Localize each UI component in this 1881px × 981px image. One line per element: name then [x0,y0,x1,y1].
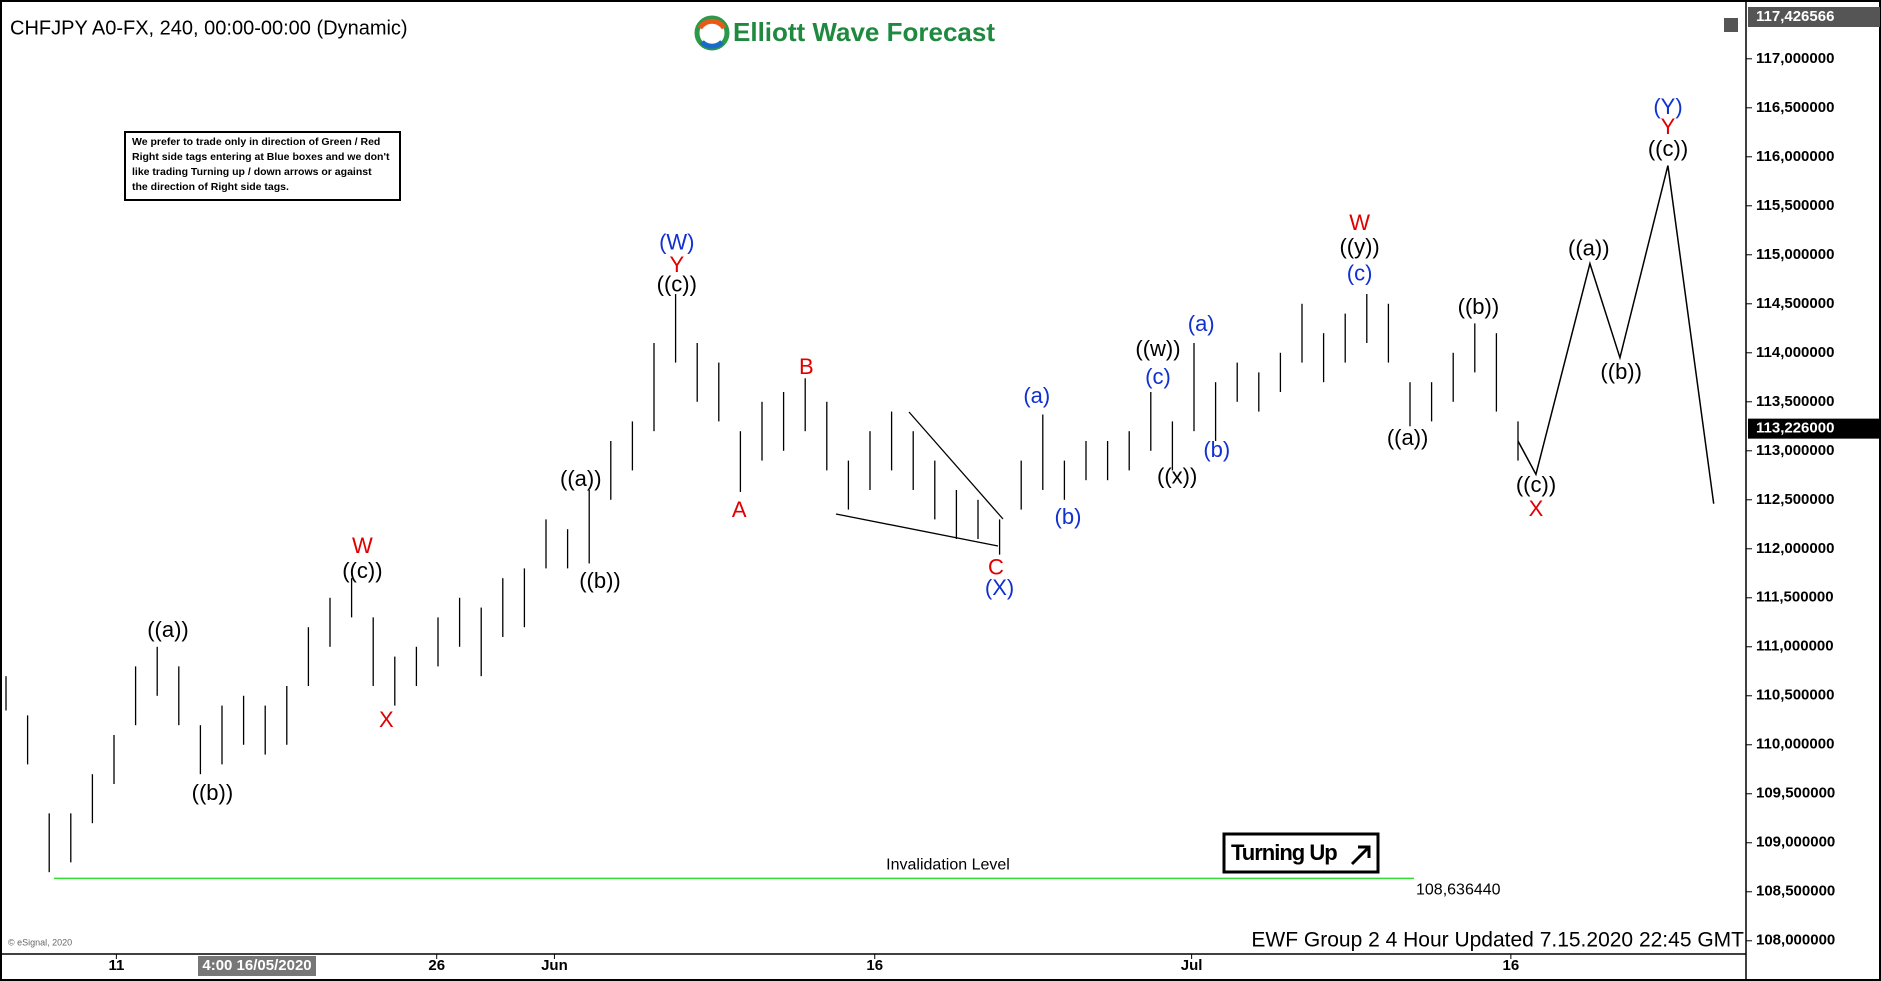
y-tick-label: 117,000000 [1756,50,1834,67]
footer: EWF Group 2 4 Hour Updated 7.15.2020 22:… [1251,929,1744,952]
wave-label: ((b)) [192,780,234,805]
signal-text: Turning Up [1231,840,1337,865]
y-tick-label: 112,000000 [1756,540,1834,557]
wave-label: ((b)) [579,568,621,593]
note-line: the direction of Right side tags. [132,181,289,193]
wave-label: ((c)) [657,271,697,296]
wave-label: (b) [1055,504,1082,529]
copyright: © eSignal, 2020 [8,937,72,947]
x-tick-label: 16 [1503,957,1520,974]
wave-label: X [1529,496,1544,521]
y-tick-label: 111,500000 [1756,589,1834,606]
wave-label: ((a)) [1568,235,1610,260]
note: We prefer to trade only in direction of … [132,136,390,193]
note-box [124,131,401,201]
wave-label: (b) [1203,437,1230,462]
wave-label: C [988,555,1004,580]
y-tick-label: 116,500000 [1756,99,1834,116]
high-label: 117,426566 [1756,8,1834,25]
wave-label: A [732,497,747,522]
wave-label: (W) [659,229,694,254]
y-tick-label: 109,500000 [1756,785,1835,802]
y-tick-label: 110,000000 [1756,736,1834,753]
x-tick-label: Jul [1181,957,1203,974]
y-tick-label: 115,000000 [1756,246,1834,263]
invalidation-text: Invalidation Level [886,857,1010,874]
wave-label: B [799,354,814,379]
wave-label: ((c)) [1516,472,1556,497]
note-line: We prefer to trade only in direction of … [132,136,380,148]
crosshair-date-box [198,956,316,976]
logo-arc [700,40,724,49]
note-line: like trading Turning up / down arrows or… [132,166,372,178]
signal-arrow [1350,845,1371,866]
projection-path [1517,165,1715,504]
wave-label: (c) [1347,261,1373,286]
wave-label: W [352,533,373,558]
x-tick-label: Jun [541,957,568,974]
wave-label: ((a)) [1387,425,1429,450]
y-tick-label: 111,000000 [1756,638,1834,655]
chart-title: CHFJPY A0-FX, 240, 00:00-00:00 (Dynamic) [10,17,408,39]
wave-label: ((c)) [342,558,382,583]
last-price-label: 113,226000 [1756,420,1834,437]
wave-label: ((b)) [1600,359,1642,384]
invalidation-value: 108,636440 [1416,882,1501,899]
y-tick-label: 114,500000 [1756,295,1834,312]
wedge-line [835,513,999,547]
y-tick-label: 116,000000 [1756,148,1834,165]
wave-label: Y [1661,114,1676,139]
y-tick-label: 108,000000 [1756,932,1835,949]
wave-label: (a) [1188,311,1215,336]
y-tick-label: 113,000000 [1756,442,1834,459]
wave-label: W [1349,210,1370,235]
y-tick-label: 114,000000 [1756,344,1834,361]
wave-label: ((c)) [1648,136,1688,161]
crosshair-date: 4:00 16/05/2020 [202,957,311,974]
wave-label: Y [669,252,684,277]
wave-label: (Y) [1653,94,1682,119]
wave-label: X [379,707,394,732]
x-tick-label: 16 [866,957,883,974]
wave-label: ((a)) [147,617,189,642]
y-tick-label: 109,000000 [1756,834,1835,851]
wave-label: ((w)) [1135,336,1180,361]
wave-label: (X) [985,575,1014,600]
y-tick-label: 110,500000 [1756,687,1834,704]
wave-label: (a) [1023,383,1050,408]
wave-label: (c) [1145,364,1171,389]
x-tick-label: 11 [108,957,124,974]
panel-icon[interactable] [1724,18,1738,32]
wave-label: ((a)) [560,466,602,491]
last-price-box [1748,418,1880,439]
y-tick-label: 113,500000 [1756,393,1834,410]
y-tick-label: 115,500000 [1756,197,1834,214]
brand-name: Elliott Wave Forecast [733,17,995,47]
wedge-line [908,411,1004,520]
wave-label: ((x)) [1157,463,1197,488]
y-tick-label: 108,500000 [1756,883,1835,900]
note-line: Right side tags entering at Blue boxes a… [132,151,390,163]
wave-label: ((b)) [1458,294,1500,319]
logo-arc [697,18,727,30]
wave-label: ((y)) [1339,234,1379,259]
high-label-box [1748,6,1880,27]
brand-logo: Elliott Wave Forecast [694,15,995,51]
y-tick-label: 112,500000 [1756,491,1834,508]
signal-box [1222,832,1380,874]
x-tick-label: 26 [428,957,445,974]
